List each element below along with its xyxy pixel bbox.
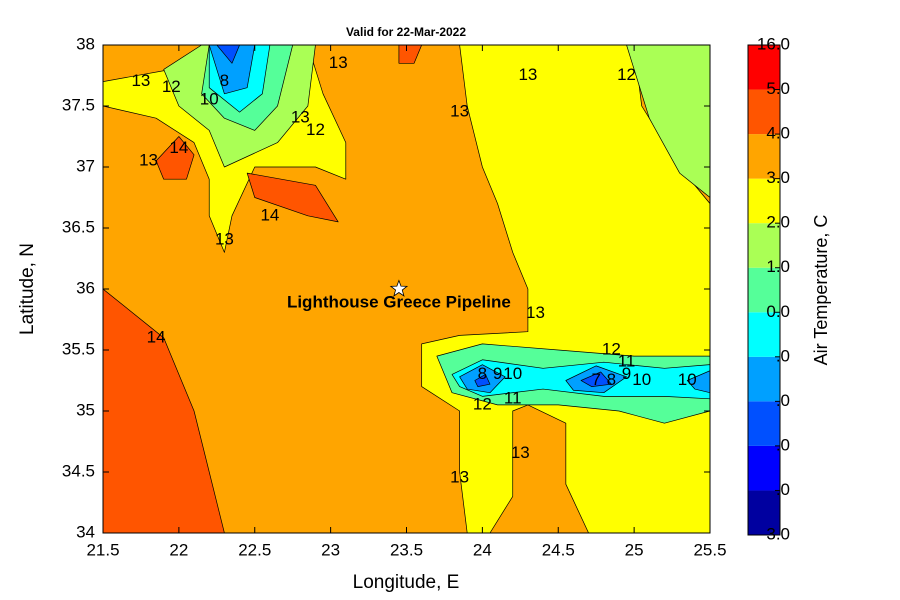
contour-label: 8 [607, 370, 616, 389]
y-tick-label: 36.5 [62, 217, 95, 236]
contour-label: 12 [162, 77, 181, 96]
y-tick-label: 35 [76, 400, 95, 419]
colorbar-tick-label: 1.0 [766, 257, 790, 276]
colorbar-tick-label: 3.0 [766, 168, 790, 187]
site-marker [389, 279, 409, 297]
colorbar-tick-label: .0 [776, 435, 790, 454]
y-tick-label: 35.5 [62, 339, 95, 358]
y-tick-label: 38 [76, 34, 95, 53]
contour-label: 13 [215, 230, 234, 249]
contour-label: 13 [139, 150, 158, 169]
contour-label: 11 [618, 352, 636, 371]
colorbar-tick-label: .0 [776, 480, 790, 499]
colorbar-tick-label: 2.0 [766, 213, 790, 232]
x-tick-label: 22.5 [238, 540, 271, 559]
y-tick-label: 37.5 [62, 95, 95, 114]
colorbar-band [748, 490, 780, 535]
contour-label: 12 [617, 65, 636, 84]
colorbar-band [748, 45, 780, 90]
contour-label: 14 [147, 327, 166, 346]
contour-label: 13 [450, 468, 469, 487]
x-tick-label: 25 [625, 540, 644, 559]
contour-label: 13 [526, 303, 545, 322]
contour-label: 14 [169, 138, 188, 157]
contour-label: 13 [329, 53, 348, 72]
contour-label: 12 [473, 394, 492, 413]
colorbar-band [748, 134, 780, 179]
y-axis-label: Latitude, N [17, 243, 38, 335]
contour-label: 12 [306, 120, 325, 139]
contour-label: 11 [504, 388, 522, 407]
contour-region [474, 374, 491, 387]
x-tick-label: 23 [321, 540, 340, 559]
colorbar-band [748, 267, 780, 313]
colorbar-band [748, 312, 780, 357]
colorbar-band [748, 89, 780, 135]
colorbar-band [748, 401, 780, 446]
colorbar-tick-label: .0 [776, 346, 790, 365]
contour-label: 10 [503, 364, 522, 383]
contour-label: 13 [511, 443, 530, 462]
contour-region [208, 45, 256, 95]
contour-label: 9 [493, 364, 502, 383]
contour-label: 8 [220, 71, 229, 90]
contour-region [103, 288, 225, 533]
colorbar-frame [747, 44, 781, 536]
contour-label: 14 [260, 205, 279, 224]
contour-region [686, 370, 710, 394]
colorbar-band [748, 445, 780, 491]
colorbar-label: Air Temperature, C [811, 215, 831, 366]
y-tick-label: 34 [76, 522, 95, 541]
contour-label: 8 [478, 364, 487, 383]
contour-region [216, 45, 240, 64]
contour-region [626, 45, 710, 198]
contour-label: 10 [678, 370, 697, 389]
contour-label: 13 [131, 71, 150, 90]
x-tick-label: 24 [473, 540, 492, 559]
contour-label: 10 [632, 370, 651, 389]
contour-region [246, 172, 339, 223]
y-tick-label: 36 [76, 278, 95, 297]
colorbar-tick-label: 0.0 [766, 302, 790, 321]
contour-region [155, 136, 195, 180]
contour-label: 13 [291, 108, 310, 127]
contour-label: 13 [518, 65, 537, 84]
contour-label: 10 [200, 89, 219, 108]
contour-region [398, 45, 423, 64]
contour-label: 13 [450, 102, 469, 121]
y-tick-label: 37 [76, 156, 95, 175]
x-tick-label: 22 [169, 540, 188, 559]
x-axis-label: Longitude, E [353, 572, 460, 593]
colorbar-tick-label: .0 [776, 391, 790, 410]
colorbar-tick-label: 3.0 [766, 524, 790, 543]
x-tick-label: 23.5 [390, 540, 423, 559]
colorbar-tick-label: 16.0 [757, 34, 790, 53]
colorbar-band [748, 178, 780, 224]
contour-label: 12 [602, 339, 621, 358]
colorbar-band [748, 223, 780, 268]
chart-title: Valid for 22-Mar-2022 [346, 25, 466, 39]
x-tick-label: 24.5 [542, 540, 575, 559]
y-tick-label: 34.5 [62, 461, 95, 480]
x-tick-label: 21.5 [86, 540, 119, 559]
contour-region [580, 371, 612, 387]
contour-label: 7 [591, 370, 600, 389]
site-label: Lighthouse Greece Pipeline [287, 292, 511, 311]
colorbar-band [748, 356, 780, 402]
x-tick-label: 25.5 [693, 540, 726, 559]
contour-label: 9 [622, 364, 631, 383]
colorbar-tick-label: 4.0 [766, 124, 790, 143]
colorbar-tick-label: 5.0 [766, 79, 790, 98]
